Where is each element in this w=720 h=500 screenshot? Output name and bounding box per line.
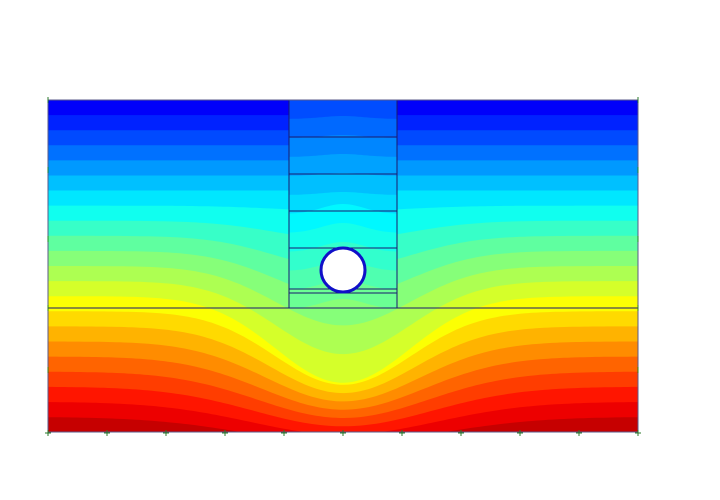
pipe xyxy=(319,246,367,294)
contour-bands xyxy=(48,100,638,432)
band xyxy=(48,402,638,432)
boundary-markers xyxy=(45,97,641,436)
trench-band xyxy=(289,299,397,309)
band xyxy=(48,417,638,432)
trench-band xyxy=(289,280,397,308)
